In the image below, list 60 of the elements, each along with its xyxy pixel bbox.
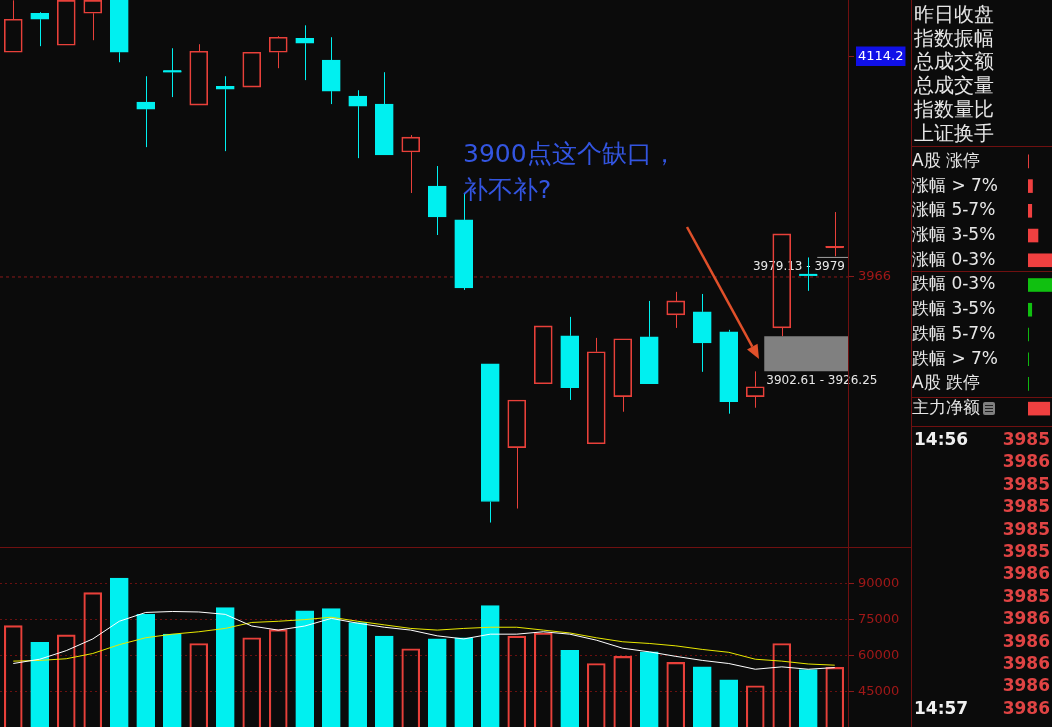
text: 指数振幅 [914,25,994,50]
text: 总成交量 [914,73,994,98]
candlestick [215,75,235,152]
data-label: 3985 [1002,584,1050,607]
bar [1028,204,1033,218]
candlestick [109,0,129,63]
y-tick-label: 90000 [858,575,900,591]
candlestick [427,165,447,236]
y-tick-label: 60000 [858,646,900,662]
data-label: 3986 [1002,674,1050,697]
y-tick-label: A股 跌停 [912,372,981,393]
y-tick-label: 75000 [858,610,900,626]
bar [1028,302,1033,317]
data-label: 3985 [1002,517,1050,540]
candlestick [30,12,50,47]
bar [1028,179,1033,193]
data-label: 3986 [1002,696,1050,719]
data-label: 3986 [1002,562,1050,585]
text: 14:57 [914,696,969,719]
candlestick [560,316,580,401]
candlestick [692,293,712,373]
data-label: 3985 [1002,472,1050,495]
data-label: 3986 [1002,629,1050,652]
text: 指数量比 [914,96,994,121]
y-tick-label: 涨幅 5-7% [912,199,996,220]
candlestick [348,89,368,159]
y-tick-label: 涨幅 0-3% [912,248,996,269]
band-label: 3902.61 - 3926.25 [766,373,878,388]
data-label: 3986 [1002,652,1050,674]
bar [1028,278,1052,292]
y-tick-label: 4114.2 [858,47,904,63]
y-tick-label: 跌幅 5-7% [912,322,996,343]
y-tick-label: 3966 [858,268,892,284]
text: 昨日收盘 [914,2,994,26]
y-tick-label: 跌幅 > 7% [912,347,999,368]
y-tick-label: 涨幅 3-5% [912,223,996,244]
text: 14:56 [914,428,969,450]
y-tick-label: A股 涨停 [912,149,981,170]
text: 上证换手 [914,120,994,145]
y-tick-label: 45000 [858,682,900,698]
candlestick [321,36,341,105]
data-label: 3985 [1002,540,1050,562]
bar [1028,253,1052,268]
candlestick [719,329,739,415]
y-tick-label: 主力净额 [912,397,980,418]
annotation: 3900点这个缺口，补不补? [463,139,677,204]
data-label: 3986 [1002,450,1050,473]
candlestick [295,24,315,81]
candlestick [639,300,659,385]
data-label: 3986 [1002,607,1050,630]
data-label: 3985 [1002,495,1050,518]
text: 总成交额 [914,49,994,74]
bar [1028,228,1039,243]
bar [1028,401,1051,416]
y-tick-label: 跌幅 3-5% [912,298,996,319]
y-tick-label: 涨幅 > 7% [912,174,999,195]
y-tick-label: 跌幅 0-3% [912,273,996,294]
candlestick [374,71,394,156]
data-label: 3985 [1002,428,1050,450]
candlestick [136,75,156,148]
